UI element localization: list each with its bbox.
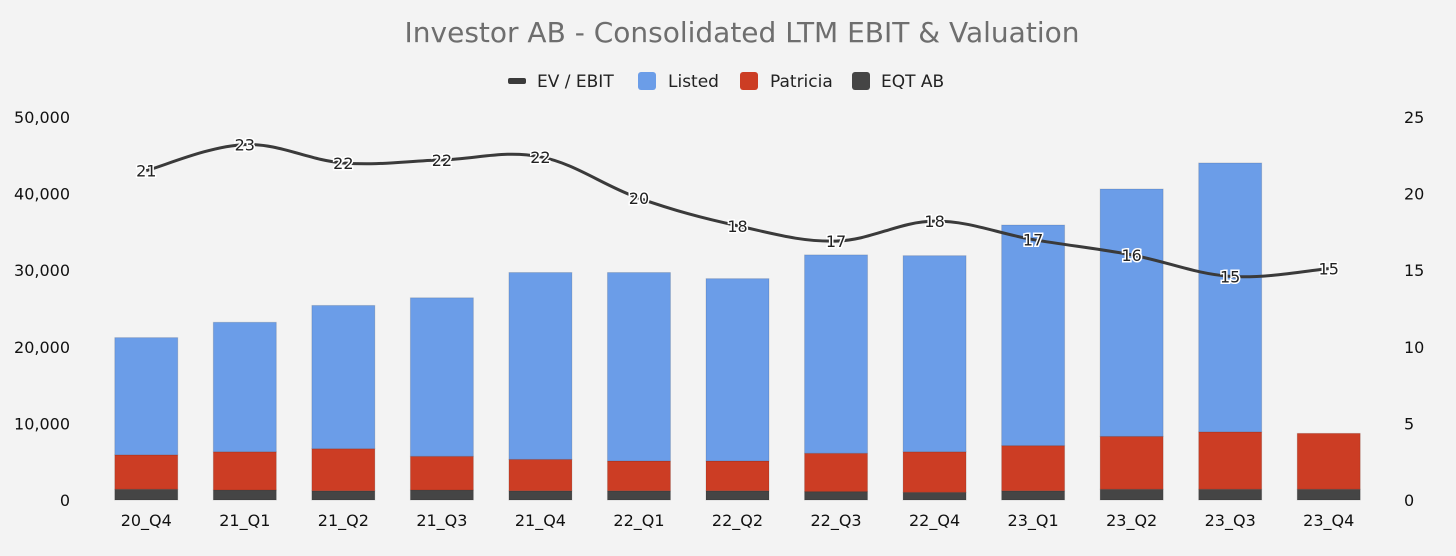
bar-patricia [1198,431,1263,490]
chart-title: Investor AB - Consolidated LTM EBIT & Va… [405,16,1080,49]
bar-eqt-ab [508,490,573,501]
legend-swatch-patricia [740,72,758,90]
x-tick-label: 23_Q3 [1205,511,1256,531]
y-axis-left: 0 10,000 20,000 30,000 40,000 50,000 [14,108,70,510]
x-tick-label: 22_Q1 [613,511,664,531]
data-label-ev-ebit: 15 [1319,260,1339,279]
data-label-ev-ebit: 18 [924,212,944,231]
legend-label-eqt-ab: EQT AB [881,72,944,92]
legend-swatch-ev-ebit [508,78,526,84]
bar-eqt-ab [1099,488,1164,501]
x-tick-label: 22_Q4 [909,511,960,531]
bar-eqt-ab [804,491,869,501]
x-tick-label: 23_Q4 [1303,511,1354,531]
bar-patricia [804,452,869,493]
x-tick-label: 21_Q1 [219,511,270,531]
data-label-ev-ebit: 22 [333,154,353,173]
x-tick-label: 23_Q1 [1008,511,1059,531]
legend-label-ev-ebit: EV / EBIT [537,72,614,92]
y-right-tick-label: 10 [1404,338,1424,357]
bar-patricia [1099,435,1164,490]
line-ev-ebit [145,143,1329,279]
y-right-tick-label: 15 [1404,261,1424,280]
ev-ebit-labels: 21 23 22 22 22 20 18 17 18 17 16 15 15 [135,134,1341,288]
bar-patricia [1296,432,1361,490]
bar-patricia [1001,445,1066,492]
bars [114,162,1361,501]
bar-eqt-ab [311,490,376,501]
x-tick-label: 22_Q3 [810,511,861,531]
x-tick-label: 21_Q3 [416,511,467,531]
y-right-tick-label: 5 [1404,414,1414,433]
y-right-tick-label: 20 [1404,185,1424,204]
bar-patricia [606,460,671,492]
y-axis-right: 0 5 10 15 20 25 [1404,108,1424,510]
data-label-ev-ebit: 17 [1023,231,1043,250]
bar-eqt-ab [606,490,671,501]
legend-swatch-listed [638,72,656,90]
bar-eqt-ab [902,491,967,501]
bar-eqt-ab [705,490,770,501]
bar-listed [311,304,376,450]
y-left-tick-label: 0 [60,491,70,510]
legend-label-patricia: Patricia [770,72,833,92]
bar-listed [1001,224,1066,447]
bar-eqt-ab [212,489,277,501]
y-left-tick-label: 30,000 [14,261,70,280]
ev-ebit-line-layer [145,143,1329,279]
y-left-tick-label: 10,000 [14,414,70,433]
bar-patricia [311,448,376,492]
y-left-tick-label: 40,000 [14,185,70,204]
legend: EV / EBIT Listed Patricia EQT AB [508,72,944,92]
data-label-ev-ebit: 15 [1220,267,1240,286]
bar-patricia [114,454,179,490]
data-label-ev-ebit: 16 [1121,246,1141,265]
bar-listed [1099,188,1164,437]
x-tick-label: 21_Q4 [515,511,566,531]
x-tick-label: 23_Q2 [1106,511,1157,531]
bar-patricia [508,458,573,492]
bar-eqt-ab [114,488,179,501]
data-label-ev-ebit: 20 [629,189,649,208]
bar-listed [804,254,869,454]
bar-listed [508,271,573,460]
bar-eqt-ab [409,489,474,501]
x-tick-label: 20_Q4 [121,511,172,531]
bar-patricia [705,460,770,492]
x-tick-label: 21_Q2 [318,511,369,531]
y-left-tick-label: 50,000 [14,108,70,127]
bar-listed [212,321,277,453]
legend-label-listed: Listed [668,72,719,92]
bar-eqt-ab [1296,488,1361,501]
bar-listed [114,337,179,456]
legend-swatch-eqt-ab [852,72,870,90]
bar-listed [409,297,474,457]
bar-patricia [902,451,967,493]
bar-eqt-ab [1198,488,1263,501]
x-tick-label: 22_Q2 [712,511,763,531]
data-label-ev-ebit: 18 [727,217,747,236]
y-left-tick-label: 20,000 [14,338,70,357]
data-label-ev-ebit: 22 [530,148,550,167]
bar-listed [902,255,967,453]
bar-patricia [409,455,474,491]
data-label-ev-ebit: 21 [136,162,156,181]
bar-listed [606,271,671,462]
data-label-ev-ebit: 23 [235,136,255,155]
x-axis: 20_Q4 21_Q1 21_Q2 21_Q3 21_Q4 22_Q1 22_Q2 22_Q3… [121,511,1355,531]
data-label-ev-ebit: 22 [432,151,452,170]
bar-listed [705,278,770,462]
bar-eqt-ab [1001,490,1066,501]
y-right-tick-label: 0 [1404,491,1414,510]
data-label-ev-ebit: 17 [826,232,846,251]
bar-listed [1198,162,1263,433]
bar-patricia [212,451,277,491]
y-right-tick-label: 25 [1404,108,1424,127]
